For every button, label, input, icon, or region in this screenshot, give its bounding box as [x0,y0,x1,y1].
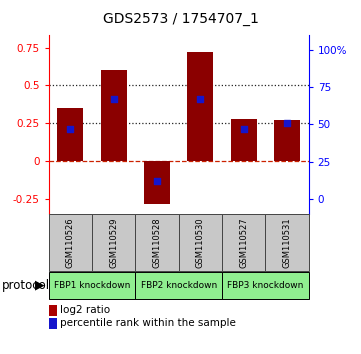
Text: GSM110531: GSM110531 [283,217,291,268]
Bar [274,120,300,161]
Bar [265,214,309,271]
Bar [135,214,179,271]
Point [284,120,290,126]
Bar [92,214,135,271]
Bar [222,272,309,299]
Bar [49,272,135,299]
Text: GSM110530: GSM110530 [196,217,205,268]
Bar [57,108,83,161]
Bar [49,214,92,271]
Text: FBP3 knockdown: FBP3 knockdown [227,281,304,290]
Bar [101,70,127,161]
Text: GSM110527: GSM110527 [239,217,248,268]
Point [111,96,117,102]
Text: protocol: protocol [2,279,50,292]
Text: FBP2 knockdown: FBP2 knockdown [140,281,217,290]
Bar [222,214,265,271]
Text: GSM110528: GSM110528 [153,217,161,268]
Text: log2 ratio: log2 ratio [60,306,110,315]
Text: ▶: ▶ [35,279,45,292]
Text: FBP1 knockdown: FBP1 knockdown [54,281,130,290]
Bar [187,52,213,161]
Bar [179,214,222,271]
Bar [231,119,257,161]
Point [241,126,247,132]
Point [68,126,73,132]
Text: GSM110529: GSM110529 [109,217,118,268]
Text: GSM110526: GSM110526 [66,217,75,268]
Point [154,178,160,184]
Point [197,96,203,102]
Text: GDS2573 / 1754707_1: GDS2573 / 1754707_1 [103,12,258,27]
Text: percentile rank within the sample: percentile rank within the sample [60,318,235,328]
Bar [144,161,170,204]
Bar [135,272,222,299]
